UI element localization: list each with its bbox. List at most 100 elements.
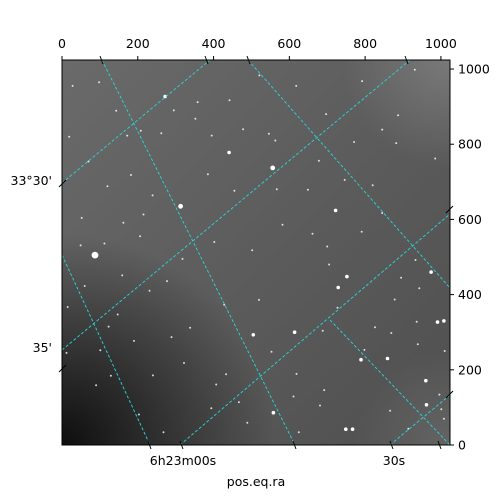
y-pixel-tick-label: 200 — [458, 362, 482, 377]
star-point — [424, 403, 429, 407]
y-pixel-tick-label: 400 — [458, 287, 482, 302]
star-point — [311, 232, 314, 235]
dec-grid-line — [179, 213, 450, 445]
star-point — [151, 194, 154, 197]
dec-tick-mark — [58, 364, 67, 373]
star-point — [223, 303, 226, 306]
star-point — [395, 142, 398, 145]
star-point — [415, 320, 418, 323]
dec-tick-label: 33°30' — [11, 173, 53, 188]
star-point — [183, 362, 185, 364]
x-pixel-tick-label: 0 — [58, 36, 66, 51]
star-point — [413, 68, 416, 71]
star-point — [170, 336, 173, 339]
star-point — [126, 134, 129, 137]
star-point — [361, 80, 364, 83]
star-point — [270, 350, 273, 353]
star-point — [91, 251, 99, 259]
star-point — [344, 427, 348, 432]
star-point — [389, 409, 392, 412]
star-point — [297, 431, 300, 434]
x-axis-title: pos.eq.ra — [227, 474, 285, 489]
star-point — [121, 274, 124, 277]
star-point — [270, 165, 276, 171]
ra-tick-label: 30s — [383, 453, 405, 468]
star-point — [343, 178, 346, 181]
star-point — [237, 401, 240, 404]
dec-grid-line — [389, 394, 450, 445]
y-pixel-tick-label: 800 — [458, 137, 482, 152]
ra-tick-mark — [404, 55, 409, 65]
star-point — [103, 242, 106, 245]
star-point — [210, 134, 213, 137]
ra-tick-mark — [437, 440, 442, 450]
pixel-axes: 0 200 400 600 800 1000 0 200 400 600 800 1000 — [58, 36, 490, 453]
y-pixel-tick-label: 0 — [458, 438, 466, 453]
star-point — [371, 184, 374, 187]
star-point — [194, 117, 197, 120]
star-point — [345, 274, 349, 279]
star-point — [213, 241, 216, 243]
y-pixel-tick-label: 1000 — [458, 62, 490, 77]
ra-tick-mark — [99, 55, 104, 65]
ra-tick-mark — [389, 440, 394, 450]
star-point — [87, 160, 90, 163]
dec-tick-mark — [445, 390, 454, 399]
star-point — [115, 109, 118, 112]
star-point — [306, 188, 309, 191]
star-point — [385, 356, 390, 361]
star-point — [381, 212, 384, 214]
star-point — [374, 326, 376, 329]
star-point — [162, 431, 165, 434]
dec-tick-mark — [445, 205, 454, 214]
star-point — [83, 285, 86, 287]
star-point — [106, 185, 109, 188]
star-point — [65, 351, 68, 354]
star-point — [79, 244, 82, 247]
star-point — [215, 383, 218, 386]
x-pixel-tick-label: 1000 — [425, 36, 457, 51]
star-point — [196, 101, 199, 104]
star-point — [336, 306, 339, 309]
ra-tick-mark — [292, 440, 297, 450]
star-point — [98, 81, 101, 84]
star-point — [251, 249, 254, 252]
star-point — [333, 208, 338, 213]
star-point — [206, 173, 209, 176]
star-point — [148, 289, 151, 292]
star-point — [210, 407, 213, 410]
star-point — [122, 221, 125, 224]
star-field — [65, 68, 446, 434]
star-point — [360, 230, 363, 233]
star-point — [251, 333, 256, 337]
star-point — [139, 235, 142, 238]
plot-image — [62, 60, 450, 445]
star-point — [151, 374, 154, 377]
star-point — [107, 325, 110, 328]
star-point — [133, 339, 135, 342]
star-point — [137, 413, 140, 416]
star-point — [443, 350, 446, 352]
dec-tick-label: 35' — [33, 340, 52, 355]
star-point — [271, 410, 276, 415]
star-point — [274, 139, 277, 142]
star-point — [292, 395, 295, 398]
dec-tick-mark — [58, 179, 67, 188]
star-point — [228, 99, 231, 102]
star-point — [258, 74, 261, 77]
star-point — [139, 129, 142, 132]
star-point — [142, 213, 145, 216]
star-point — [163, 94, 167, 99]
star-point — [326, 245, 329, 248]
star-point — [66, 306, 69, 308]
star-point — [319, 404, 321, 407]
star-point — [292, 330, 297, 335]
star-point — [323, 389, 326, 392]
star-point — [71, 84, 74, 87]
coordinate-grid — [62, 60, 450, 445]
star-point — [350, 427, 355, 432]
x-pixel-tick-label: 200 — [126, 36, 150, 51]
star-point — [160, 132, 163, 135]
star-point — [109, 374, 112, 377]
